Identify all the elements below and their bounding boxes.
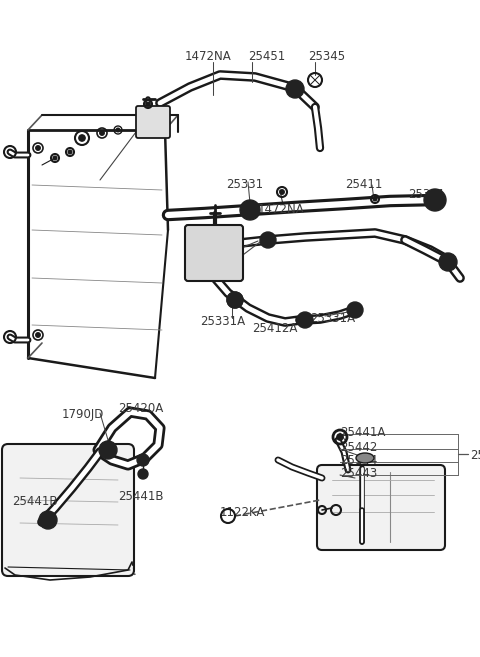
Circle shape — [240, 200, 260, 220]
Circle shape — [138, 469, 148, 479]
Circle shape — [227, 292, 243, 308]
Text: 25331A: 25331A — [310, 312, 355, 325]
Circle shape — [79, 135, 85, 141]
Circle shape — [439, 253, 457, 271]
Text: 25441B: 25441B — [118, 490, 164, 503]
Circle shape — [137, 454, 149, 466]
Text: 1472NA: 1472NA — [258, 203, 305, 216]
Text: 25411: 25411 — [345, 178, 383, 191]
Circle shape — [116, 128, 120, 132]
Circle shape — [36, 146, 40, 150]
Text: 25331: 25331 — [408, 188, 445, 201]
Text: 25412A: 25412A — [252, 322, 298, 335]
Text: 1472NA: 1472NA — [185, 50, 232, 63]
FancyBboxPatch shape — [2, 444, 134, 576]
Circle shape — [99, 441, 117, 459]
Circle shape — [227, 292, 243, 308]
Ellipse shape — [356, 453, 374, 463]
Circle shape — [39, 511, 57, 529]
Text: 25331: 25331 — [226, 178, 263, 191]
Text: 25420A: 25420A — [118, 402, 163, 415]
Circle shape — [260, 232, 276, 248]
FancyBboxPatch shape — [136, 106, 170, 138]
Circle shape — [286, 80, 304, 98]
Text: 25144: 25144 — [340, 454, 377, 467]
Circle shape — [280, 190, 284, 194]
Text: 25443: 25443 — [340, 467, 377, 480]
Text: 25442: 25442 — [340, 441, 377, 454]
Circle shape — [337, 434, 343, 440]
Text: 1122KA: 1122KA — [220, 506, 265, 519]
Circle shape — [347, 302, 363, 318]
Circle shape — [146, 102, 150, 106]
Text: 25451: 25451 — [248, 50, 285, 63]
Text: 2543DT: 2543DT — [470, 449, 480, 462]
Text: 25337: 25337 — [196, 262, 233, 275]
Text: 25345: 25345 — [308, 50, 345, 63]
Circle shape — [297, 312, 313, 328]
Circle shape — [424, 189, 446, 211]
Text: 1123GR: 1123GR — [196, 248, 243, 261]
Text: 1790JD: 1790JD — [62, 408, 104, 421]
Text: 25441B: 25441B — [12, 495, 58, 508]
FancyBboxPatch shape — [317, 465, 445, 550]
Circle shape — [53, 156, 57, 160]
Text: 25441A: 25441A — [340, 426, 385, 439]
FancyBboxPatch shape — [185, 225, 243, 281]
Circle shape — [36, 332, 40, 337]
Text: 25331A: 25331A — [200, 315, 245, 328]
Circle shape — [68, 150, 72, 154]
Circle shape — [100, 131, 104, 135]
Circle shape — [373, 197, 377, 201]
